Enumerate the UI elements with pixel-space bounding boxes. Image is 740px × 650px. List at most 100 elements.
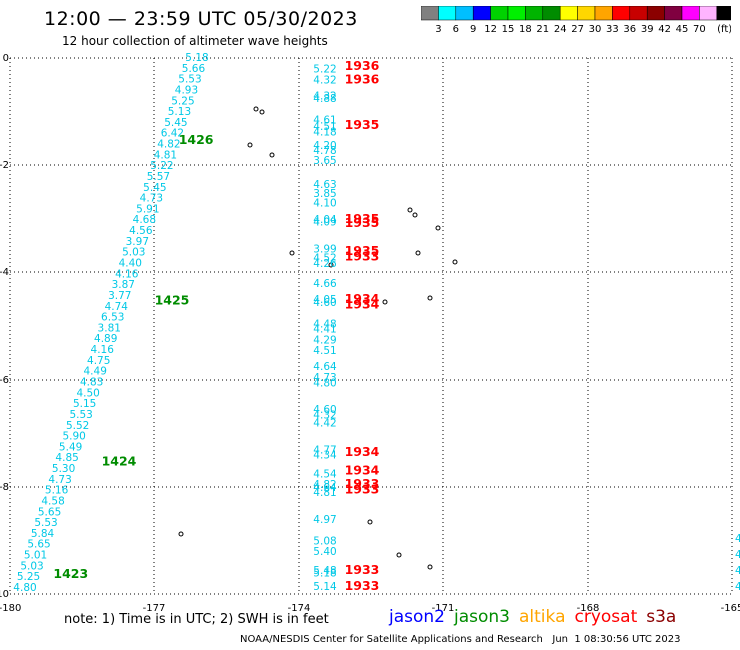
lat-lon-grid — [9, 57, 733, 595]
swh-value-label: 4.16 — [115, 268, 139, 280]
swh-value-label: 5.08 — [313, 535, 336, 547]
time-label: 1934 — [345, 291, 380, 306]
swh-value-label: 3.77 — [108, 290, 131, 302]
time-label: 1933 — [345, 578, 380, 593]
swh-value-label: 4.51 — [313, 345, 336, 357]
time-label: 1934 — [345, 463, 380, 478]
swh-value-label: 4.74 — [105, 301, 129, 313]
lon-tick-label: -180 — [0, 603, 21, 614]
swh-value-label: 5.53 — [178, 74, 201, 86]
swh-value-label: 3.85 — [313, 188, 336, 200]
swh-value-label: 4.05 — [313, 294, 336, 306]
colorbar-tick-label: 12 — [484, 24, 497, 34]
time-label: 1935 — [345, 215, 380, 230]
swh-value-label: 4.34 — [313, 450, 337, 462]
swh-value-label: 4.75 — [87, 355, 110, 367]
swh-value-label: 4.51 — [313, 121, 336, 133]
swh-value-label: 4 — [735, 533, 740, 545]
island-outline — [396, 552, 402, 558]
swh-value-label: 6.42 — [161, 128, 184, 140]
island-outline — [415, 250, 421, 256]
swh-value-label: 3.87 — [112, 279, 135, 291]
swh-value-label: 4 — [735, 549, 740, 561]
colorbar-unit: (ft) — [717, 24, 731, 34]
colorbar-swatch — [629, 6, 648, 21]
colorbar-tick-label: 36 — [623, 24, 636, 34]
swh-value-label: 5.53 — [69, 409, 92, 421]
swh-value-label: 5.16 — [45, 485, 69, 497]
time-label: 1936 — [345, 71, 380, 86]
colorbar-swatch — [455, 6, 474, 21]
island-outline — [407, 207, 413, 213]
swh-value-label: 3.99 — [313, 243, 336, 255]
swh-value-label: 4.26 — [313, 258, 337, 270]
colorbar-tick-label: 39 — [641, 24, 654, 34]
swh-value-label: 5.40 — [313, 546, 336, 558]
time-label: 1933 — [345, 481, 380, 496]
colorbar-swatch — [664, 6, 683, 21]
swh-value-label: 4.20 — [313, 140, 336, 152]
page-title: 12:00 — 23:59 UTC 05/30/2023 — [44, 8, 358, 30]
island-outline — [367, 519, 373, 525]
swh-value-label: 4.64 — [313, 361, 337, 373]
swh-value-label: 5.15 — [73, 398, 96, 410]
swh-value-label: 5.03 — [122, 247, 145, 259]
swh-value-label: 4.49 — [84, 366, 107, 378]
swh-value-label: 4.85 — [55, 452, 78, 464]
time-label: 1934 — [345, 297, 380, 312]
swh-value-label: 4.60 — [313, 404, 336, 416]
swh-value-label: 5.14 — [313, 581, 337, 593]
swh-value-label: 5.45 — [164, 117, 187, 129]
swh-value-label: 4.83 — [80, 376, 103, 388]
swh-value-label: 5.22 — [313, 64, 336, 76]
swh-value-label: 4.18 — [313, 126, 336, 138]
lon-tick-label: -168 — [577, 603, 600, 614]
colorbar-tick-label: 33 — [606, 24, 619, 34]
credit-line: NOAA/NESDIS Center for Satellite Applica… — [240, 634, 681, 645]
swh-value-label: 5.57 — [147, 171, 170, 183]
swh-value-label: 4.66 — [313, 278, 337, 290]
swh-value-label: 5.22 — [150, 160, 173, 172]
swh-value-label: 5.90 — [62, 431, 85, 443]
colorbar-swatch — [559, 6, 578, 21]
swh-value-label: 4.42 — [313, 417, 336, 429]
colorbar-swatch — [490, 6, 509, 21]
colorbar-swatch — [507, 6, 526, 21]
swh-value-label: 5.45 — [143, 182, 166, 194]
island-outline — [412, 212, 418, 218]
time-label: 1424 — [102, 453, 137, 468]
time-label: 1933 — [345, 562, 380, 577]
swh-value-label: 4.52 — [313, 252, 336, 264]
colorbar-swatch — [646, 6, 665, 21]
time-label: 1425 — [155, 293, 190, 308]
satellite-legend-item: s3a — [646, 607, 677, 627]
swh-value-label: 5.65 — [27, 539, 50, 551]
time-label: 1936 — [345, 58, 380, 73]
swh-value-label: 4.16 — [91, 344, 115, 356]
colorbar-tick-label: 3 — [435, 24, 441, 34]
colorbar-tick-label: 24 — [554, 24, 567, 34]
colorbar-tick-label: 21 — [536, 24, 549, 34]
lat-tick-label: 0 — [3, 53, 9, 64]
colorbar-swatch — [525, 6, 544, 21]
swh-value-label: 5.84 — [31, 528, 55, 540]
swh-value-label: 4.88 — [313, 93, 336, 105]
time-label: 1933 — [345, 248, 380, 263]
colorbar-swatch — [681, 6, 700, 21]
swh-value-label: 5.01 — [24, 550, 47, 562]
swh-value-label: 4.56 — [129, 225, 153, 237]
colorbar-swatch — [716, 6, 731, 21]
swh-value-label: 4.61 — [313, 115, 336, 127]
colorbar-tick-label: 15 — [502, 24, 515, 34]
island-outline — [452, 259, 458, 265]
swh-value-label: 5.91 — [136, 203, 159, 215]
time-label: 1423 — [53, 566, 88, 581]
lat-tick-label: -4 — [0, 267, 9, 278]
swh-value-label: 5.30 — [52, 463, 75, 475]
colorbar-swatch — [438, 6, 457, 21]
swh-value-label: 4.29 — [313, 334, 336, 346]
colorbar-tick-label: 45 — [676, 24, 689, 34]
swh-value-label: 4.82 — [313, 479, 336, 491]
swh-value-label: 4.81 — [154, 149, 177, 161]
